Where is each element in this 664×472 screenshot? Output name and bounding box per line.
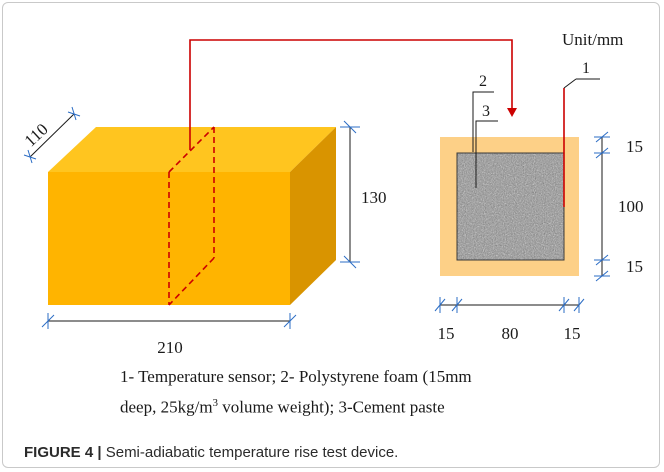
- test-device-diagram: 110 130 210 1 2 3 Unit/mm: [21, 30, 644, 357]
- callout-paste: [475, 120, 498, 188]
- dim-bottom-wall-label: 15: [626, 257, 643, 276]
- unit-label: Unit/mm: [562, 30, 623, 49]
- callout-sensor: [563, 78, 600, 207]
- legend-item-foam-b: deep, 25kg/m: [120, 397, 213, 417]
- caption-label: FIGURE 4 |: [24, 444, 102, 461]
- legend-item-paste: 3-Cement paste: [338, 397, 445, 417]
- wire-arrowhead: [507, 108, 517, 117]
- dim-top-wall-label: 15: [626, 137, 643, 156]
- dim-right-wall-label: 15: [564, 324, 581, 343]
- legend-line-1: 1- Temperature sensor; 2- Polystyrene fo…: [120, 364, 540, 390]
- dim-length: [41, 313, 297, 329]
- dim-width-label: 80: [502, 324, 519, 343]
- callout-foam: [472, 91, 494, 152]
- cross-section: [440, 137, 579, 276]
- dim-core-label: 100: [618, 197, 644, 216]
- insulated-box: [48, 126, 336, 306]
- dim-depth: [23, 106, 81, 164]
- dim-height-label: 130: [361, 188, 387, 207]
- sensor-wire: [189, 39, 517, 150]
- figure-caption: FIGURE 4 | Semi-adiabatic temperature ri…: [24, 444, 398, 461]
- legend-line-2: deep, 25kg/m3 volume weight); 3-Cement p…: [120, 390, 540, 421]
- dim-height: [340, 120, 360, 269]
- dim-depth-label: 110: [21, 120, 52, 151]
- dim-section-horizontal: [434, 297, 585, 313]
- box-side-face: [290, 127, 336, 305]
- callout-sensor-label: 1: [582, 60, 590, 77]
- sensor-plane: [168, 126, 215, 306]
- figure-frame: [2, 2, 660, 468]
- dim-length-label: 210: [157, 338, 183, 357]
- legend-item-sensor: 1- Temperature sensor;: [120, 367, 277, 386]
- legend: 1- Temperature sensor; 2- Polystyrene fo…: [120, 364, 540, 421]
- legend-superscript: 3: [212, 397, 219, 409]
- paste-texture: [457, 153, 564, 260]
- legend-item-foam-c: volume weight);: [218, 397, 335, 417]
- legend-item-foam-a: 2- Polystyrene foam (15mm: [280, 367, 472, 386]
- dim-section-vertical: [594, 131, 610, 282]
- caption-text: Semi-adiabatic temperature rise test dev…: [105, 444, 399, 461]
- callout-paste-label: 3: [482, 103, 490, 120]
- callout-foam-label: 2: [479, 73, 487, 90]
- dim-left-wall-label: 15: [438, 324, 455, 343]
